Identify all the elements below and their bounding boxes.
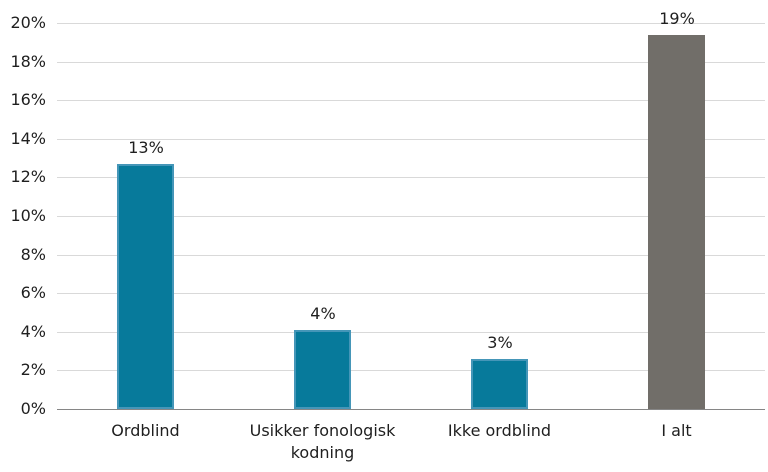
gridline — [57, 177, 765, 178]
x-axis-category-label: Ikke ordblind — [447, 421, 552, 440]
gridline — [57, 332, 765, 333]
bar-value-label: 4% — [310, 304, 336, 323]
bar-value-label: 13% — [128, 138, 164, 157]
bar-value-label: 3% — [487, 333, 513, 352]
y-axis-tick-label: 18% — [10, 52, 46, 71]
y-axis-tick-label: 14% — [10, 129, 46, 148]
bar — [471, 359, 528, 409]
bar-value-label: 19% — [659, 9, 695, 28]
plot-area: 13% 4% 3% 19% — [57, 9, 765, 410]
gridline — [57, 293, 765, 294]
y-axis-tick-label: 6% — [20, 283, 46, 302]
y-axis-tick-label: 2% — [20, 360, 46, 379]
gridline — [57, 100, 765, 101]
gridline — [57, 23, 765, 24]
gridline — [57, 139, 765, 140]
y-axis-tick-label: 20% — [10, 13, 46, 32]
x-axis-line — [57, 409, 765, 410]
bar — [648, 35, 705, 409]
x-axis-category-label: Ordblind — [111, 421, 180, 440]
x-axis-category-label: I alt — [661, 421, 692, 440]
y-axis-tick-label: 4% — [20, 322, 46, 341]
y-axis-tick-label: 8% — [20, 245, 46, 264]
y-axis-tick-label: 0% — [20, 399, 46, 418]
gridline — [57, 255, 765, 256]
gridline — [57, 62, 765, 63]
y-axis-tick-label: 10% — [10, 206, 46, 225]
y-axis-tick-label: 16% — [10, 90, 46, 109]
bar — [294, 330, 351, 409]
x-axis-category-label: Usikker fonologisk kodning — [249, 421, 396, 462]
gridline — [57, 216, 765, 217]
gridline — [57, 370, 765, 371]
y-axis-tick-label: 12% — [10, 167, 46, 186]
bar — [117, 164, 174, 409]
